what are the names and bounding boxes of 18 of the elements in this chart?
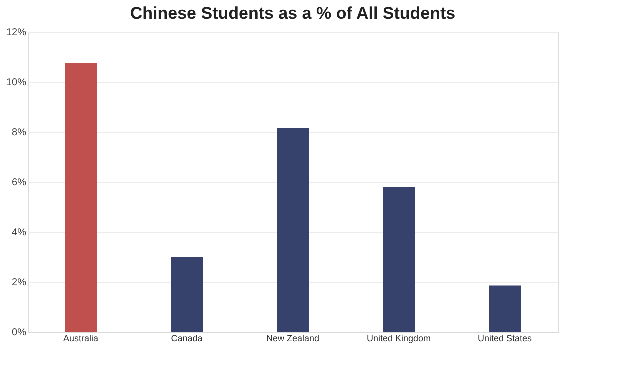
- bar: [277, 128, 309, 332]
- y-tick-label: 0%: [12, 328, 27, 338]
- y-tick-label: 6%: [12, 178, 27, 188]
- chart-title: Chinese Students as a % of All Students: [130, 4, 456, 23]
- y-tick-label: 12%: [6, 28, 27, 38]
- bar: [383, 187, 415, 332]
- y-tick-label: 8%: [12, 128, 27, 138]
- bar: [171, 257, 203, 332]
- bar: [65, 63, 97, 332]
- bar: [489, 286, 521, 332]
- x-tick-label: New Zealand: [266, 334, 320, 344]
- x-tick-label: United Kingdom: [366, 334, 432, 344]
- x-tick-label: Canada: [171, 334, 203, 344]
- y-tick-label: 10%: [6, 78, 27, 88]
- x-tick-label: United States: [478, 334, 533, 344]
- y-tick-label: 4%: [12, 228, 27, 238]
- x-tick-label: Australia: [63, 334, 99, 344]
- y-tick-label: 2%: [12, 278, 27, 288]
